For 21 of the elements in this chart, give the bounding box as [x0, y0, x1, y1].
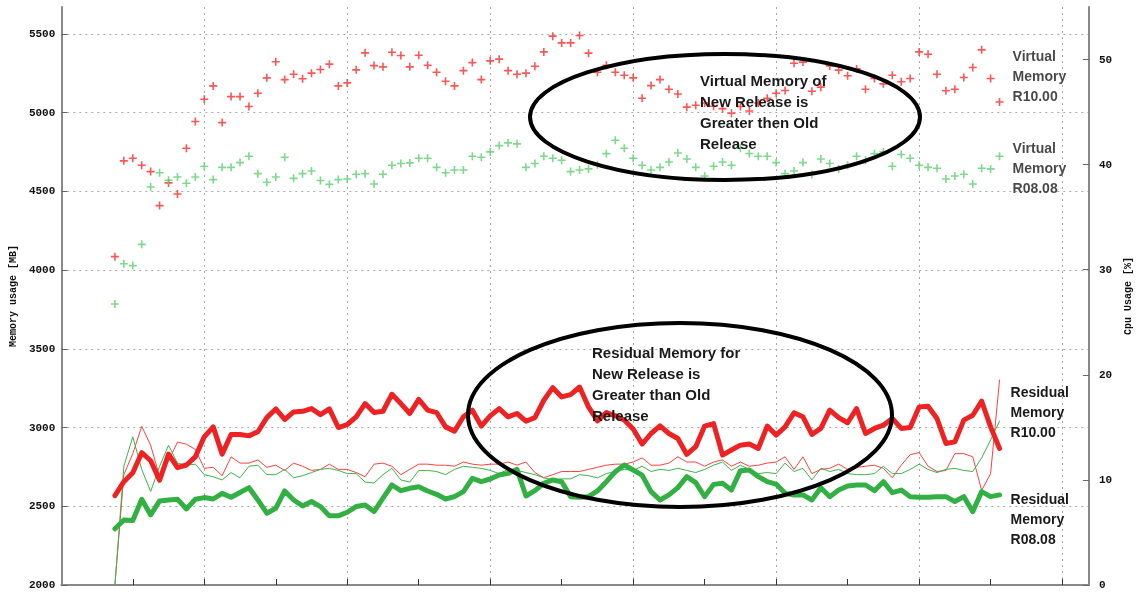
series-label: Virtual Memory R08.08 — [1012, 140, 1071, 197]
y2-tick-label: 20 — [1098, 368, 1113, 381]
series-label: Virtual Memory R10.00 — [1012, 47, 1071, 104]
y2-axis-title: Cpu Usage [%] — [1122, 256, 1134, 336]
series-label: Residual Memory R10.00 — [1010, 384, 1073, 441]
y2-tick-label: 50 — [1098, 53, 1113, 66]
y-tick-label: 4000 — [28, 264, 56, 277]
y2-tick-label: 40 — [1098, 158, 1113, 171]
y2-tick-label: 10 — [1098, 473, 1113, 486]
y2-tick-label: 30 — [1098, 263, 1113, 276]
y-tick-label: 3500 — [28, 342, 56, 355]
y2-tick-label: 0 — [1098, 579, 1106, 591]
y-tick-label: 5000 — [28, 106, 56, 119]
line-series — [114, 420, 1001, 586]
series-label: Residual Memory R08.08 — [1010, 490, 1073, 547]
y-axis-title: Memory usage [MB] — [7, 244, 19, 348]
y-tick-label: 2000 — [28, 579, 56, 591]
y-tick-label: 2500 — [28, 500, 56, 513]
y-tick-label: 5500 — [28, 27, 56, 40]
y-tick-label: 4500 — [28, 185, 56, 198]
y-tick-label: 3000 — [28, 421, 56, 434]
